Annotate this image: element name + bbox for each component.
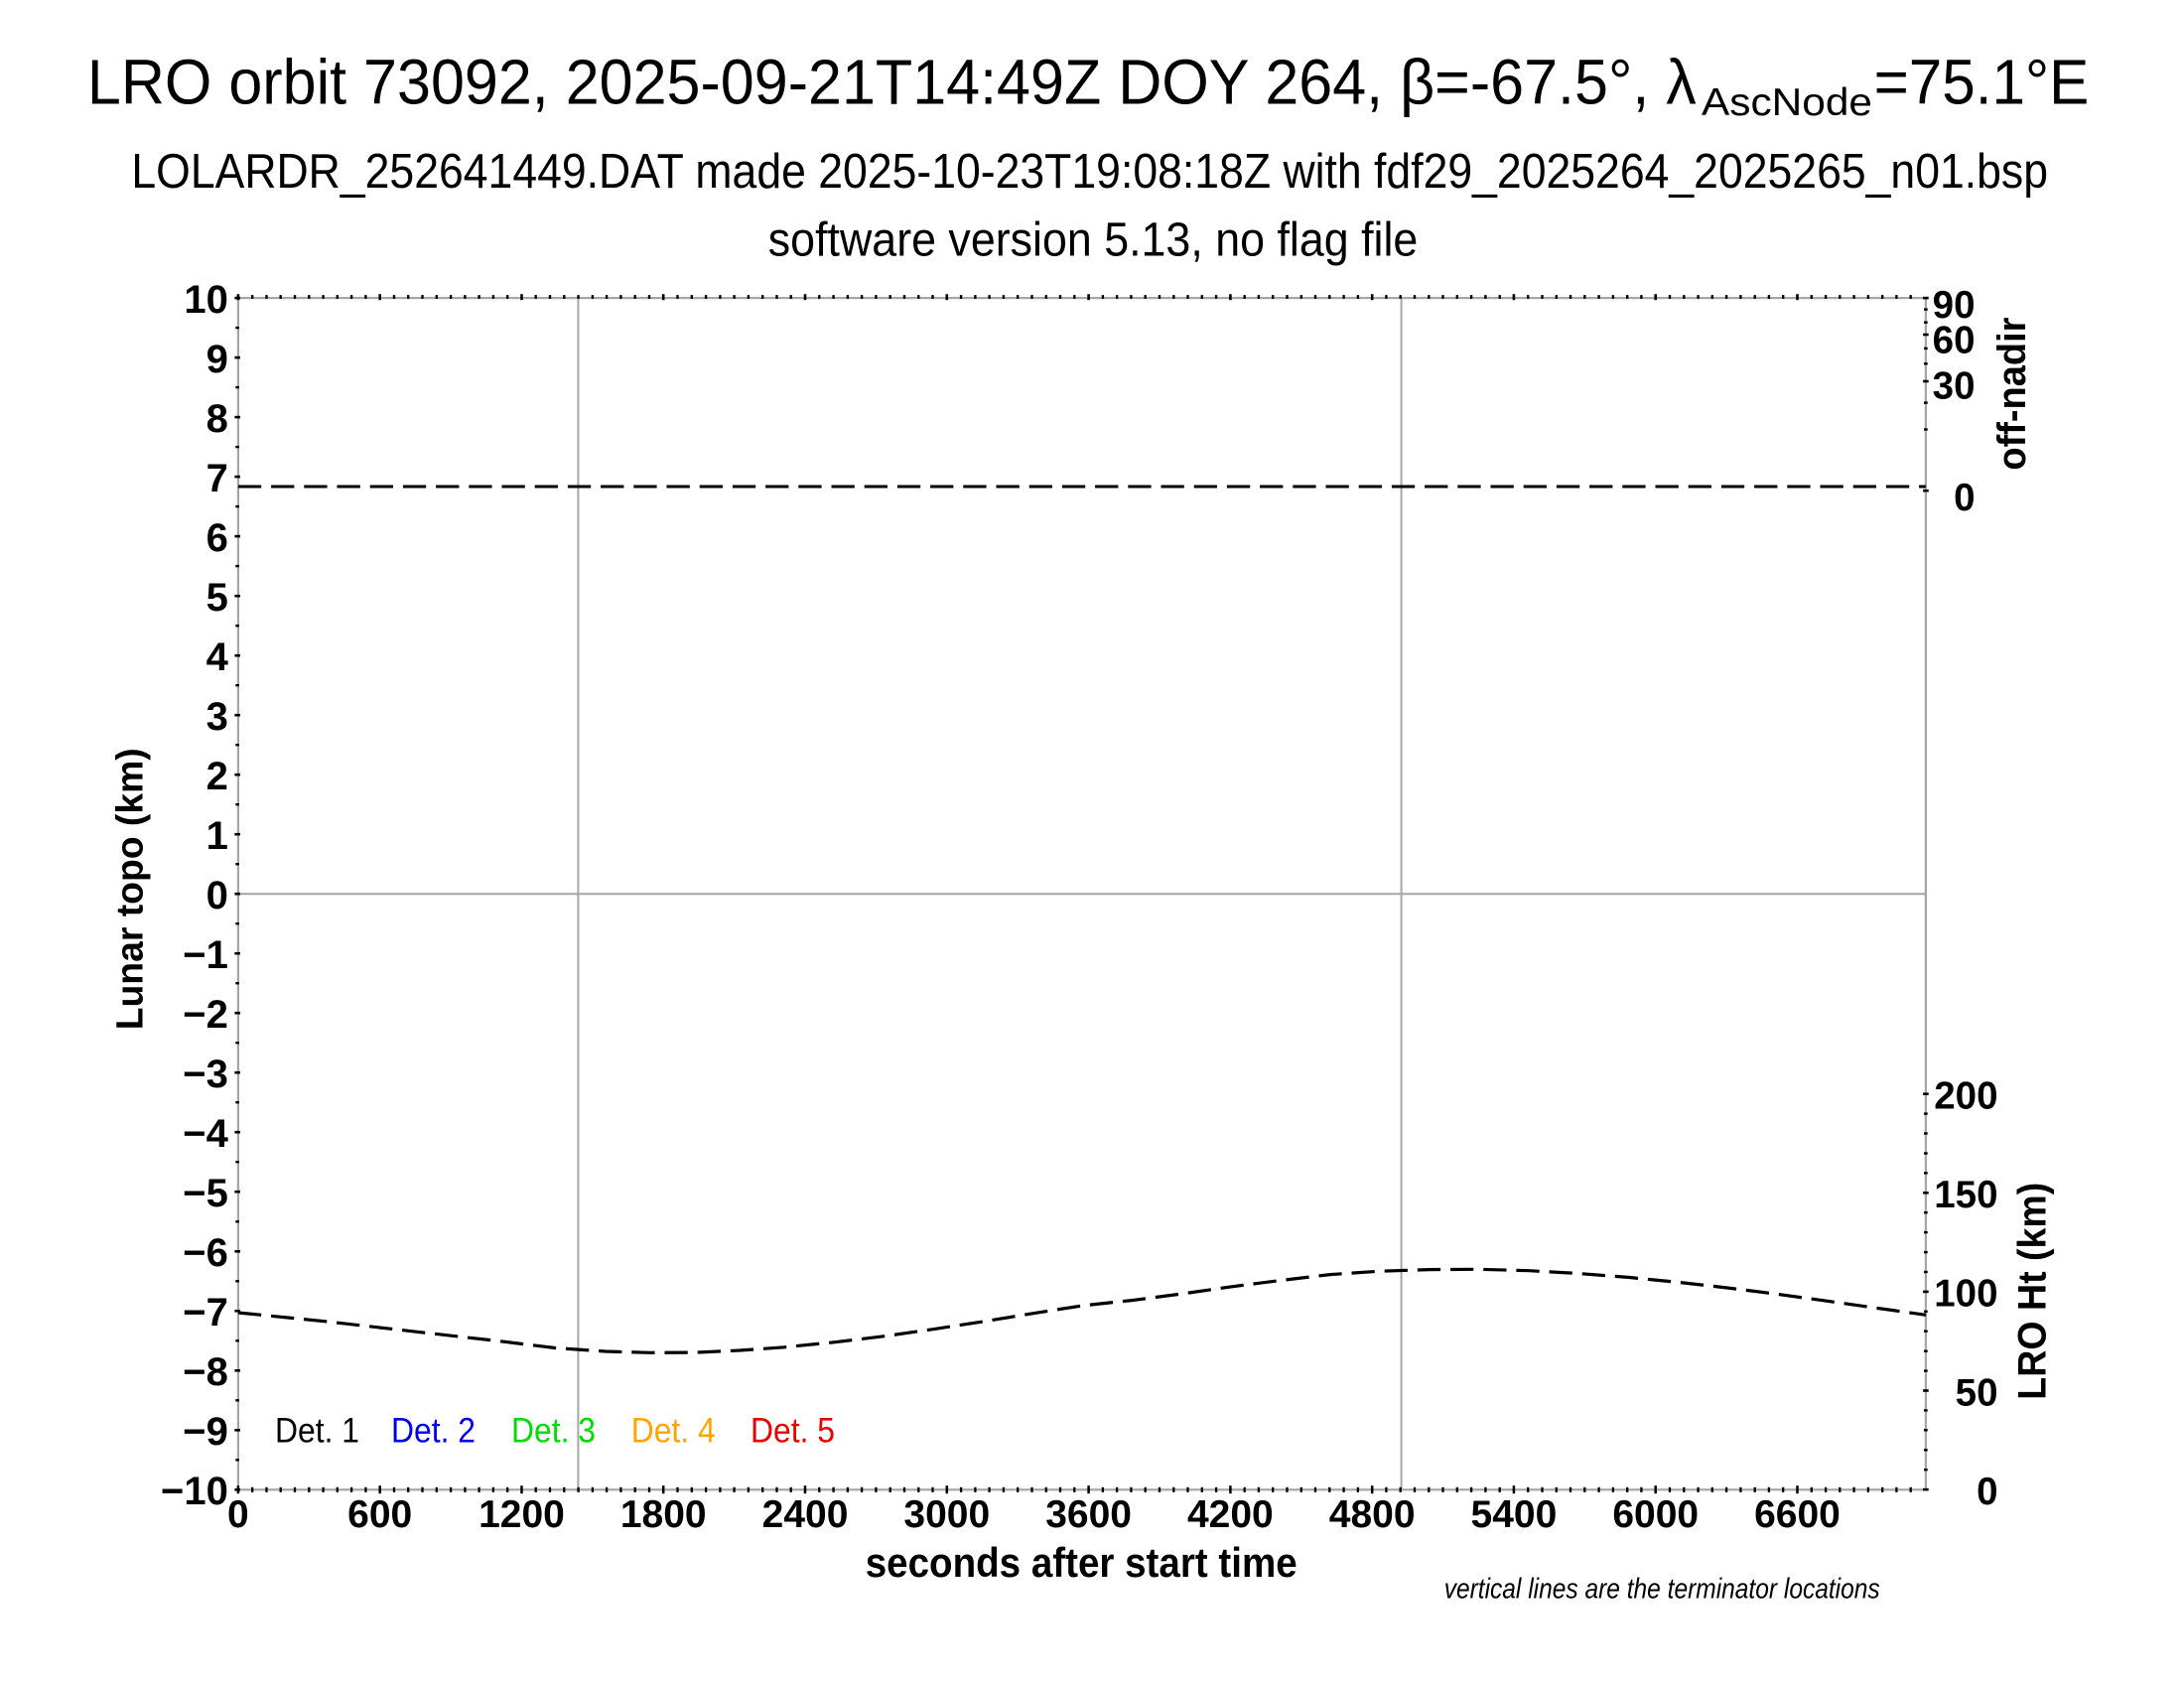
svg-text:off-nadir: off-nadir [1990, 318, 2034, 471]
svg-text:50: 50 [1956, 1372, 1998, 1415]
svg-text:−9: −9 [183, 1410, 228, 1454]
svg-text:5: 5 [206, 576, 228, 620]
svg-text:vertical lines are the termina: vertical lines are the terminator locati… [1444, 1573, 1880, 1605]
svg-text:2: 2 [206, 755, 228, 798]
svg-text:6600: 6600 [1754, 1493, 1841, 1536]
svg-text:1: 1 [206, 814, 228, 858]
svg-text:Lunar topo (km): Lunar topo (km) [110, 748, 152, 1030]
svg-text:3000: 3000 [903, 1493, 990, 1536]
svg-text:−10: −10 [161, 1470, 228, 1513]
svg-text:=75.1°E: =75.1°E [1874, 47, 2090, 118]
svg-text:6: 6 [206, 516, 228, 560]
svg-text:−6: −6 [183, 1231, 228, 1275]
svg-text:90: 90 [1933, 284, 1976, 327]
svg-text:5400: 5400 [1471, 1493, 1558, 1536]
svg-text:4200: 4200 [1187, 1493, 1274, 1536]
svg-text:0: 0 [227, 1493, 249, 1536]
svg-text:1800: 1800 [620, 1493, 707, 1536]
svg-text:60: 60 [1933, 320, 1976, 362]
svg-text:LRO orbit 73092, 2025-09-21T14: LRO orbit 73092, 2025-09-21T14:49Z DOY 2… [87, 47, 1697, 118]
svg-text:3600: 3600 [1045, 1493, 1132, 1536]
svg-text:200: 200 [1934, 1075, 1997, 1118]
svg-text:4800: 4800 [1329, 1493, 1416, 1536]
svg-text:−1: −1 [183, 933, 228, 977]
svg-text:−5: −5 [183, 1172, 228, 1215]
svg-text:0: 0 [1954, 477, 1975, 519]
svg-text:6000: 6000 [1612, 1493, 1699, 1536]
svg-text:600: 600 [347, 1493, 412, 1536]
svg-text:LOLARDR_252641449.DAT made 202: LOLARDR_252641449.DAT made 2025-10-23T19… [131, 145, 2048, 199]
svg-text:Det. 3: Det. 3 [511, 1410, 596, 1450]
svg-text:LRO Ht (km): LRO Ht (km) [2011, 1183, 2055, 1400]
svg-text:10: 10 [184, 278, 228, 322]
svg-text:8: 8 [206, 397, 228, 441]
svg-text:seconds after start time: seconds after start time [866, 1539, 1297, 1586]
svg-text:2400: 2400 [762, 1493, 849, 1536]
svg-text:3: 3 [206, 695, 228, 739]
svg-text:AscNode: AscNode [1702, 81, 1872, 124]
svg-text:9: 9 [206, 338, 228, 381]
svg-text:0: 0 [1977, 1471, 1997, 1513]
svg-text:4: 4 [206, 635, 229, 679]
svg-text:−3: −3 [183, 1053, 228, 1096]
svg-text:0: 0 [206, 874, 228, 917]
svg-text:Det. 5: Det. 5 [751, 1410, 835, 1450]
svg-text:−7: −7 [183, 1291, 228, 1335]
svg-text:−4: −4 [183, 1112, 228, 1156]
svg-text:software version 5.13, no flag: software version 5.13, no flag file [768, 214, 1419, 267]
svg-text:Det. 2: Det. 2 [391, 1410, 476, 1450]
svg-text:7: 7 [206, 457, 228, 500]
svg-text:−8: −8 [183, 1350, 228, 1394]
svg-text:30: 30 [1933, 365, 1976, 408]
svg-text:1200: 1200 [478, 1493, 565, 1536]
svg-text:150: 150 [1934, 1174, 1997, 1216]
svg-text:−2: −2 [183, 993, 228, 1037]
svg-text:Det. 4: Det. 4 [631, 1410, 716, 1450]
svg-text:Det. 1: Det. 1 [275, 1410, 359, 1450]
svg-text:100: 100 [1934, 1273, 1997, 1316]
